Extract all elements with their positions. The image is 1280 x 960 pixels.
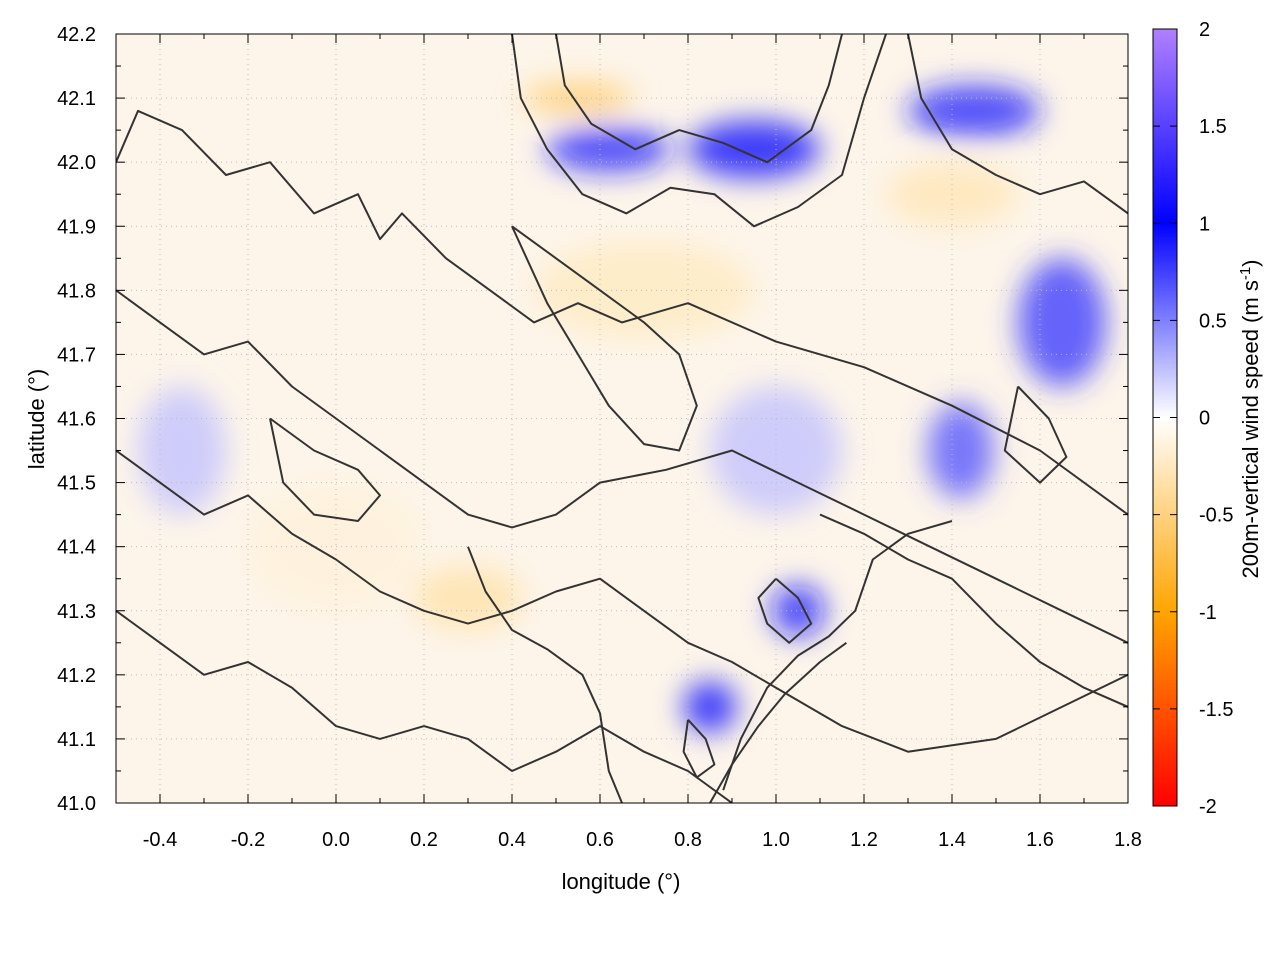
x-tick-label: 0.2 (410, 829, 438, 851)
x-tick-label: -0.4 (143, 829, 177, 851)
y-tick-label: 41.8 (57, 280, 96, 302)
y-tick-label: 41.2 (57, 665, 96, 687)
heatmap-feature (547, 126, 671, 172)
y-tick-label: 41.4 (57, 537, 96, 559)
y-tick-label: 41.9 (57, 216, 96, 238)
heatmap-feature (413, 565, 523, 630)
colorbar-tick-label: -0.5 (1199, 505, 1233, 527)
colorbar-tick-label: 1.5 (1199, 116, 1227, 138)
y-tick-label: 42.2 (57, 24, 96, 46)
x-tick-label: -0.2 (231, 829, 265, 851)
colorbar-tick-label: -1.5 (1199, 699, 1233, 721)
colorbar-tick-label: -2 (1199, 796, 1217, 818)
y-tick-label: 41.7 (57, 344, 96, 366)
contour-line (682, 719, 716, 779)
y-axis-label: latitude (°) (24, 369, 49, 470)
y-tick-label: 42.1 (57, 88, 96, 110)
x-axis-label: longitude (°) (562, 869, 681, 894)
y-tick-label: 41.5 (57, 473, 96, 495)
colorbar-tick-label: 0.5 (1199, 310, 1227, 332)
heatmap-feature (138, 386, 226, 515)
heatmap-feature (523, 82, 633, 115)
contour-line (116, 289, 1128, 644)
y-tick-label: 41.3 (57, 601, 96, 623)
y-tick-label: 41.0 (57, 793, 96, 815)
x-tick-label: 0.4 (498, 829, 526, 851)
heatmap-feature (688, 120, 820, 179)
heatmap-feature (683, 681, 737, 733)
y-tick-label: 41.1 (57, 729, 96, 751)
x-tick-label: 1.4 (938, 829, 966, 851)
heatmap-feature (534, 242, 754, 339)
colorbar-label-main: 200m-vertical wind speed (m s (1238, 280, 1263, 578)
colorbar-tick-label: 0 (1199, 408, 1210, 430)
heatmap-feature (1018, 258, 1106, 387)
heatmap-feature (710, 386, 842, 515)
colorbar-tick-label: 2 (1199, 19, 1210, 41)
plot-area (115, 33, 1129, 804)
y-axis: 41.0 41.1 41.2 41.3 41.4 41.5 41.6 41.7 41.8 41.9… (57, 24, 1128, 815)
contour-line (467, 546, 623, 803)
colorbar-label-sup: -1 (1237, 267, 1254, 280)
x-tick-label: 1.0 (762, 829, 790, 851)
colorbar: 2 1.5 1 0.5 0 -0.5 -1 -1.5 -2 (1152, 19, 1233, 818)
colorbar-tick-label: -1 (1199, 602, 1217, 624)
x-tick-label: 0.0 (322, 829, 350, 851)
contour-line (709, 641, 847, 803)
heatmap-cells (138, 82, 1106, 733)
colorbar-tick-label: 1 (1199, 213, 1210, 235)
x-tick-label: 1.6 (1026, 829, 1054, 851)
contour-line (907, 34, 1128, 215)
contour-line (819, 513, 1128, 708)
colorbar-label-close: ) (1238, 259, 1263, 266)
contour-line (722, 520, 953, 791)
contour-line (269, 417, 381, 522)
contour-line (757, 577, 813, 644)
x-axis: -0.4 -0.2 0.0 0.2 0.4 0.6 0.8 1.0 1.2 1.4 1.6 1.8 (143, 34, 1142, 851)
x-tick-label: 1.2 (850, 829, 878, 851)
colorbar-label: 200m-vertical wind speed (m s-1) (1237, 259, 1263, 578)
contour-lines (116, 34, 1128, 803)
contour-line (116, 109, 1128, 516)
contour-line (511, 225, 698, 452)
x-tick-label: 1.8 (1114, 829, 1142, 851)
contour-line (1003, 385, 1068, 484)
x-tick-label: 0.6 (586, 829, 614, 851)
y-tick-label: 42.0 (57, 152, 96, 174)
contour-line (511, 34, 887, 228)
heatmap-feature (927, 402, 994, 499)
contour-line (116, 609, 733, 803)
x-tick-label: 0.8 (674, 829, 702, 851)
contour-line (555, 34, 843, 164)
y-tick-label: 41.6 (57, 409, 96, 431)
contour-line (116, 449, 1128, 753)
heatmap-blur-layer (138, 82, 1106, 733)
